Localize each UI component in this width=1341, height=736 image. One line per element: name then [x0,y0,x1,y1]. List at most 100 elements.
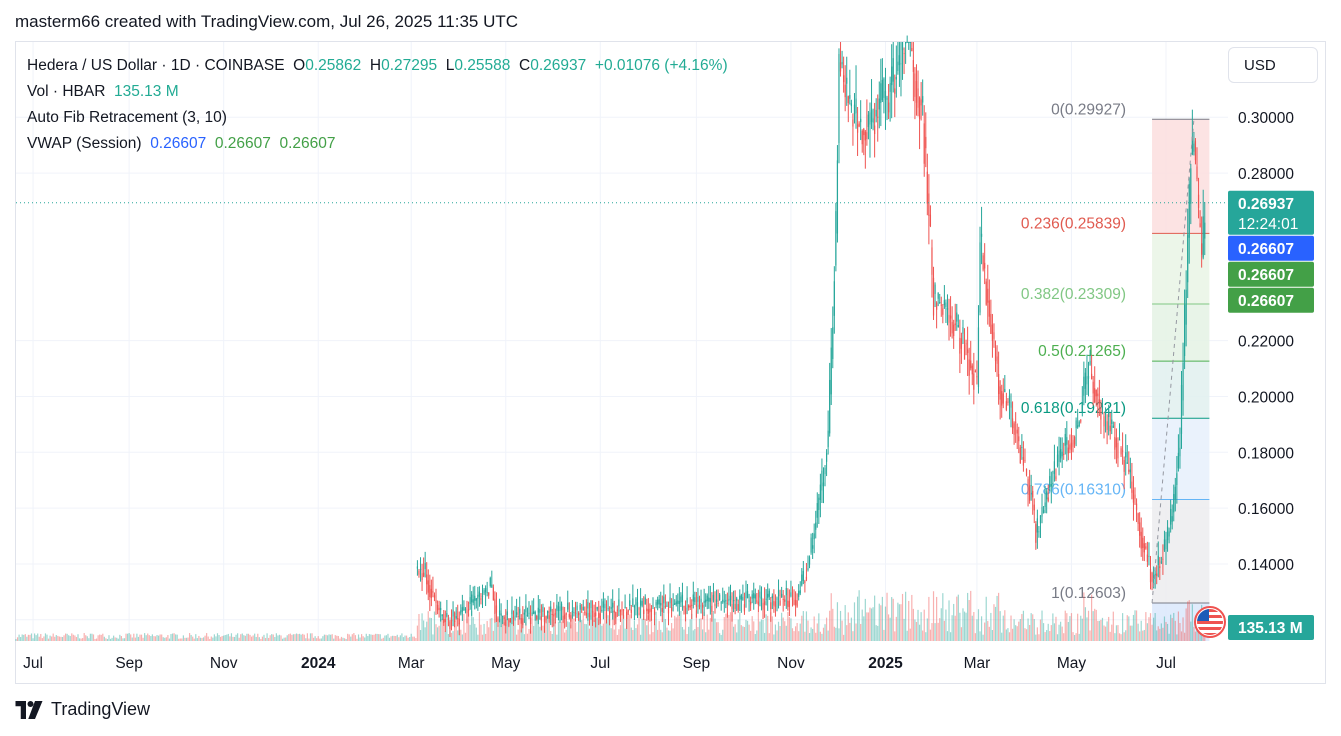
volume-bar [49,635,51,641]
candle-body [937,293,939,299]
candle-body [529,617,532,625]
volume-bar [286,635,288,641]
candle-body [891,66,893,86]
volume-bar [988,626,990,641]
candle-body [726,602,728,604]
candle-body [977,327,980,387]
open-value: 0.25862 [305,57,362,74]
candle-body [658,599,660,605]
volume-bar [213,634,215,641]
volume-bar [275,633,277,641]
volume-bar [264,637,267,641]
candle-body [1131,481,1133,493]
candle-body [825,453,828,462]
volume-bar [438,625,440,641]
candle-body [1013,423,1015,435]
volume-bar [688,626,690,641]
candle-body [528,612,530,615]
volume-bar [697,627,699,641]
volume-bar [726,612,728,641]
volume-bar [660,629,662,641]
candle-body [701,604,704,608]
volume-bar [254,633,256,641]
volume-bar [578,618,580,641]
chart-frame [15,41,1326,684]
fib-zone [1152,119,1210,234]
candle-body [928,193,930,216]
volume-bar [316,638,318,641]
volume-bar [734,624,736,641]
volume-bar [746,620,749,641]
volume-bar [371,634,374,641]
volume-bar [779,626,781,641]
volume-bar [1132,614,1135,641]
volume-bar [226,634,228,641]
tradingview-logo-icon [15,700,43,719]
candle-body [635,598,637,606]
candle-body [1176,473,1178,485]
volume-bar [1041,610,1043,641]
candle-body [688,605,690,608]
candle-body [547,611,549,613]
candle-body [993,332,995,339]
volume-bar [1066,613,1068,641]
candle-body [875,109,877,117]
volume-bar [421,613,423,641]
volume-bar [1193,626,1195,641]
volume-bar [835,627,837,641]
volume-bar [193,638,195,641]
candle-body [1069,444,1071,450]
volume-bar [15,638,17,641]
volume-bar [58,636,60,641]
candle-body [847,96,849,104]
volume-bar [187,637,189,641]
volume-bar [864,598,866,641]
volume-bar [120,636,122,641]
candle-body [762,602,764,610]
volume-bar [774,624,777,641]
volume-bar [533,625,535,641]
vwap-label[interactable]: VWAP (Session) [27,135,142,152]
volume-bar [630,627,632,641]
candle-body [942,308,944,315]
candle-body [850,103,852,107]
volume-bar [446,614,448,641]
volume-bar [635,628,637,641]
volume-bar [74,635,76,641]
candle-body [793,599,795,605]
candle-body [1100,407,1102,420]
volume-bar [295,633,298,641]
volume-bar [582,612,584,641]
candle-body [743,604,746,612]
symbol-title[interactable]: Hedera / US Dollar · 1D · COINBASE [27,57,285,74]
volume-bar [841,620,843,641]
candle-body [1024,459,1026,461]
candle-body [745,591,747,599]
candle-body [443,618,445,623]
volume-bar [466,618,468,641]
tradingview-brand[interactable]: TradingView [51,699,151,719]
volume-bar [700,618,702,641]
volume-bar [599,620,601,641]
candle-body [644,597,646,605]
volume-bar [650,619,653,641]
volume-label[interactable]: Vol · HBAR [27,83,106,100]
candle-body [1132,490,1135,503]
axes: 0.30000 0.28000 0.22000 0.20000 0.18000 0.160… [23,110,1314,672]
volume-bar [209,638,211,641]
candle-body [660,602,662,606]
volume-bar [350,636,352,641]
currency-button[interactable]: USD [1228,47,1318,83]
fib-indicator-label[interactable]: Auto Fib Retracement (3, 10) [27,109,227,126]
volume-bar [1149,613,1152,641]
volume-bar [598,620,600,641]
volume-bar [886,592,888,641]
candle-body [739,595,741,600]
y-tick-label: 0.30000 [1238,110,1294,127]
candle-body [746,590,749,598]
candle-body [953,324,955,337]
us-flag-icon[interactable] [1194,606,1226,638]
candle-body [943,300,945,306]
volume-bar [942,593,944,641]
